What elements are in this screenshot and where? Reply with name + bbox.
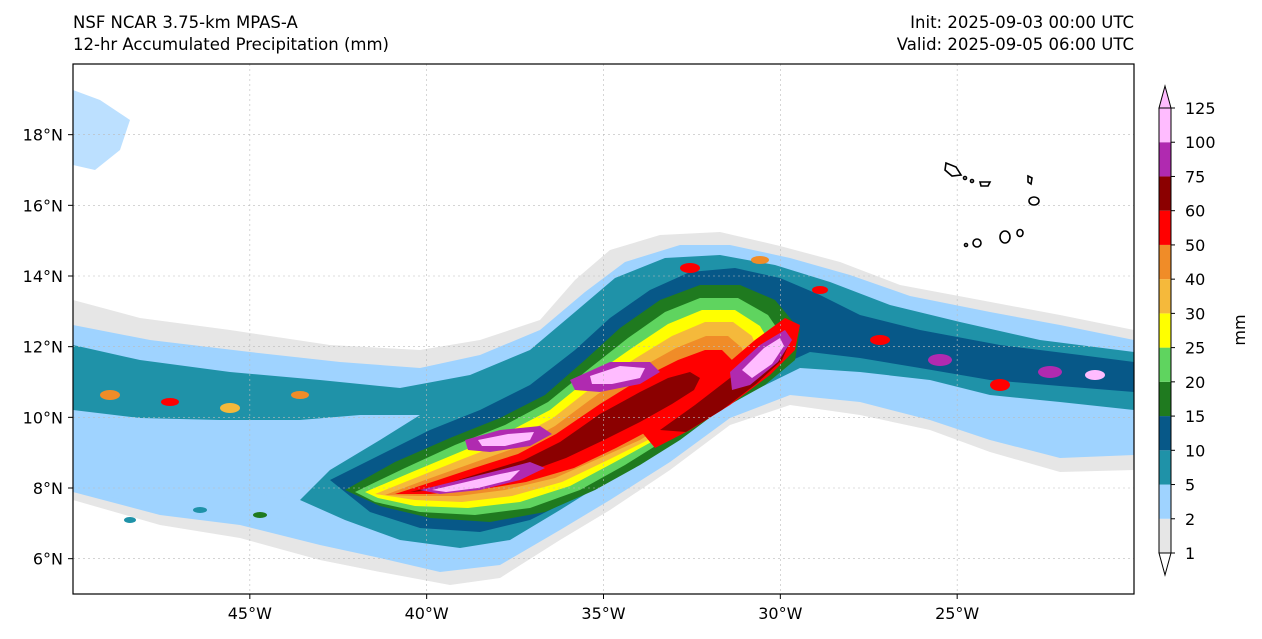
colorbar-segment	[1159, 279, 1171, 314]
map-area	[73, 64, 1134, 594]
colorbar-tick-label: 5	[1185, 476, 1195, 495]
colorbar-segment	[1159, 176, 1171, 211]
colorbar-segment	[1159, 108, 1171, 143]
colorbar-segment	[1159, 450, 1171, 485]
lon-tick-label: 40°W	[405, 604, 449, 623]
colorbar-segment	[1159, 244, 1171, 280]
lon-tick-label: 30°W	[758, 604, 802, 623]
lat-tick-label: 10°N	[23, 408, 63, 427]
colorbar-tick-label: 20	[1185, 373, 1205, 392]
longitude-axis: 45°W 40°W 35°W 30°W 25°W	[228, 594, 979, 623]
precip-band-100mm-d	[478, 432, 534, 446]
colorbar-segment	[1159, 142, 1171, 177]
precip-band-50mm	[395, 350, 732, 494]
precip-band-2mm-south	[73, 395, 530, 520]
colorbar-under-arrow	[1158, 552, 1172, 577]
lat-tick-label: 8°N	[33, 479, 63, 498]
colorbar-tick-label: 1	[1185, 544, 1195, 563]
lat-tick-label: 18°N	[23, 126, 63, 145]
colorbar-segment	[1159, 313, 1171, 348]
island-outlines	[944, 161, 1040, 248]
precip-band-60mm	[410, 372, 700, 492]
latitude-axis: 6°N 8°N 10°N 12°N 14°N 16°N 18°N	[23, 126, 73, 569]
colorbar-tick-label: 15	[1185, 407, 1205, 426]
colorbar-tick-label: 40	[1185, 270, 1205, 289]
valid-time: Valid: 2025-09-05 06:00 UTC	[896, 35, 1134, 54]
colorbar-segment	[1159, 347, 1171, 382]
gridlines	[73, 64, 1134, 594]
colorbar-tick-label: 25	[1185, 339, 1205, 358]
colorbar-unit-label: mm	[1230, 314, 1249, 345]
convective-cells	[100, 256, 1105, 523]
lat-tick-label: 16°N	[23, 196, 63, 215]
lon-tick-label: 35°W	[581, 604, 625, 623]
colorbar-segment	[1159, 518, 1171, 553]
precip-band-100mm-c	[742, 338, 784, 378]
colorbar-tick-label: 10	[1185, 441, 1205, 460]
colorbar-segment	[1159, 416, 1171, 451]
lon-tick-label: 25°W	[935, 604, 979, 623]
colorbar-segment	[1159, 381, 1171, 417]
field-title: 12-hr Accumulated Precipitation (mm)	[73, 35, 389, 54]
colorbar-frame	[1158, 107, 1172, 554]
colorbar-tick-label: 30	[1185, 304, 1205, 323]
colorbar-segment	[1159, 210, 1171, 245]
colorbar-tick-label: 75	[1185, 167, 1205, 186]
precip-band-2mm-nw	[73, 90, 130, 170]
precip-band-100mm	[432, 470, 520, 492]
colorbar-tick-label: 60	[1185, 202, 1205, 221]
lat-tick-label: 6°N	[33, 550, 63, 569]
colorbar-tick-label: 100	[1185, 133, 1216, 152]
colorbar-segment	[1159, 484, 1171, 519]
model-title: NSF NCAR 3.75-km MPAS-A	[73, 13, 298, 32]
colorbar-tick-label: 125	[1185, 99, 1216, 118]
colorbar-tick-label: 50	[1185, 236, 1205, 255]
lon-tick-label: 45°W	[228, 604, 272, 623]
colorbar-over-arrow	[1158, 84, 1172, 109]
lat-tick-label: 12°N	[23, 338, 63, 357]
lat-tick-label: 14°N	[23, 267, 63, 286]
colorbar-tick-label: 2	[1185, 510, 1195, 529]
init-time: Init: 2025-09-03 00:00 UTC	[910, 13, 1134, 32]
